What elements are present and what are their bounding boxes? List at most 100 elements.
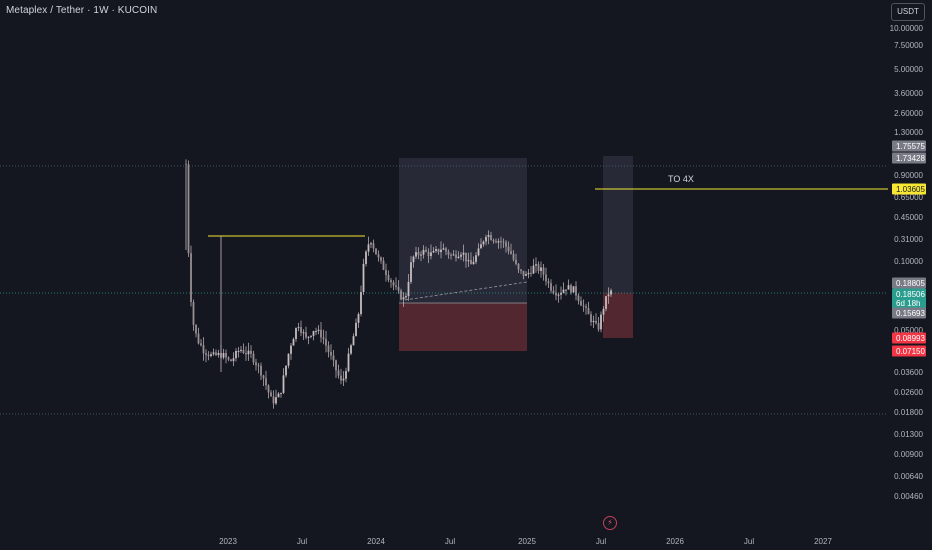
candle-body xyxy=(330,352,332,356)
candle-body xyxy=(475,255,477,262)
candle-body xyxy=(290,345,292,354)
candle-body xyxy=(495,241,497,243)
price-tick-label: 0.00460 xyxy=(894,492,923,501)
price-tick-label: 3.60000 xyxy=(894,89,923,98)
price-tick-label: 0.02600 xyxy=(894,388,923,397)
candle-body xyxy=(245,353,247,355)
candle-body xyxy=(272,396,275,404)
candle-body xyxy=(497,241,500,243)
candle-body xyxy=(597,322,600,330)
time-tick-label: 2023 xyxy=(219,537,237,546)
profit-zone-right xyxy=(603,156,633,293)
candle-body xyxy=(577,295,580,301)
candle-body xyxy=(502,241,505,243)
candle-body xyxy=(532,265,535,274)
candle-body xyxy=(512,253,515,260)
candle-body xyxy=(297,327,300,329)
price-tick-label: 0.00640 xyxy=(894,472,923,481)
price-label-tag xyxy=(892,277,926,289)
candle-body xyxy=(402,297,405,300)
candle-body xyxy=(592,320,595,323)
candle-body xyxy=(222,352,225,358)
candle-body xyxy=(247,350,250,355)
candle-body xyxy=(225,352,227,358)
currency-button[interactable]: USDT xyxy=(891,3,925,21)
candle-body xyxy=(562,289,565,293)
candle-body xyxy=(287,353,290,366)
candle-body xyxy=(550,283,552,291)
candle-body xyxy=(317,329,320,332)
candle-body xyxy=(572,286,575,293)
candle-body xyxy=(425,249,427,252)
candle-body xyxy=(332,355,335,361)
price-tick-label: 0.90000 xyxy=(894,171,923,180)
candle-body xyxy=(547,281,550,284)
candle-body xyxy=(382,260,385,270)
candle-body xyxy=(525,274,527,276)
candle-body xyxy=(395,285,397,288)
price-tick-label: 0.03600 xyxy=(894,368,923,377)
candle-body xyxy=(310,335,312,337)
candle-body xyxy=(295,328,297,340)
candle-body xyxy=(305,332,307,338)
symbol-title[interactable]: Metaplex / Tether · 1W · KUCOIN xyxy=(6,5,158,16)
candle-body xyxy=(545,274,547,282)
horizontal-levels xyxy=(0,165,888,415)
candle-body xyxy=(322,337,325,340)
candle-body xyxy=(350,345,352,354)
candle-body xyxy=(192,302,195,325)
candle-body xyxy=(435,249,437,251)
price-tick-label: 0.01300 xyxy=(894,430,923,439)
price-label-text: 1.03605 xyxy=(896,185,925,194)
candle-body xyxy=(325,339,327,346)
candle-body xyxy=(510,251,512,254)
candle-body xyxy=(417,252,420,255)
candle-body xyxy=(300,327,302,333)
candle-body xyxy=(337,370,340,376)
price-tick-label: 0.00900 xyxy=(894,450,923,459)
price-axis[interactable]: 10.00000 7.50000 5.00000 3.60000 2.60000 1.30… xyxy=(890,24,924,501)
candle-body xyxy=(507,246,510,252)
time-axis[interactable]: 2023 Jul 2024 Jul 2025 Jul 2026 Jul 2027 xyxy=(219,537,832,546)
candle-body xyxy=(282,375,285,393)
candle-body xyxy=(217,352,220,356)
candle-body xyxy=(537,264,540,271)
candle-body xyxy=(340,375,342,381)
candle-body xyxy=(215,352,217,356)
candle-body xyxy=(302,332,305,334)
candle-body xyxy=(375,248,377,255)
time-tick-label: 2025 xyxy=(518,537,536,546)
price-label-tag xyxy=(892,297,926,309)
candle-body xyxy=(487,235,490,237)
price-label-tag xyxy=(892,288,926,300)
candle-body xyxy=(590,314,592,323)
candle-body xyxy=(312,331,315,336)
time-tick-label: Jul xyxy=(744,537,754,546)
candle-body xyxy=(365,251,367,264)
candle-body xyxy=(242,349,245,354)
candle-body xyxy=(450,254,452,256)
candle-body xyxy=(397,287,400,291)
candle-body xyxy=(380,257,382,261)
candle-body xyxy=(505,242,507,247)
candle-body xyxy=(275,397,277,404)
candle-body xyxy=(377,254,380,258)
tradingview-lightning-icon[interactable]: ⚡ xyxy=(603,516,617,530)
candle-body xyxy=(445,248,447,252)
candle-body xyxy=(240,349,242,351)
candle-body xyxy=(530,272,532,274)
price-tick-label: 0.31000 xyxy=(894,235,923,244)
candle-body xyxy=(517,263,520,270)
candle-body xyxy=(610,290,612,295)
candle-body xyxy=(237,350,240,352)
candle-body xyxy=(457,256,460,259)
candle-body xyxy=(270,392,272,397)
candle-body xyxy=(387,275,390,281)
candle-body xyxy=(482,241,485,245)
time-tick-label: Jul xyxy=(596,537,606,546)
candle-body xyxy=(602,308,605,315)
candle-body xyxy=(522,270,525,276)
